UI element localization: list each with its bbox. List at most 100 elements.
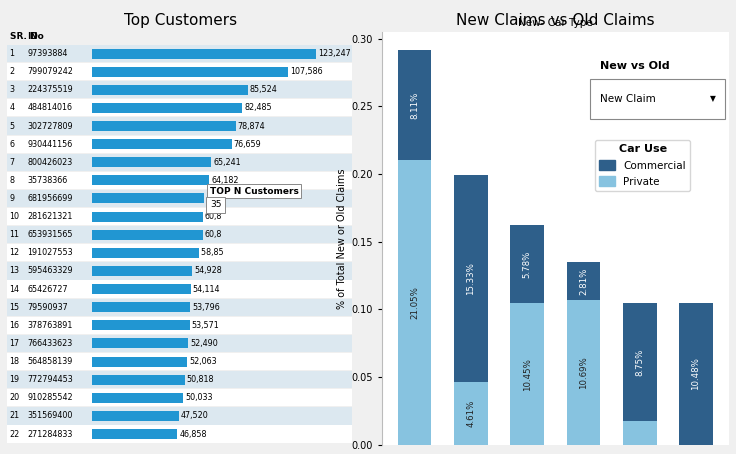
Bar (5, 407, 352, 424)
Text: 3: 3 (10, 85, 15, 94)
Bar (510, 303, 544, 445)
Text: 52,063: 52,063 (189, 357, 216, 366)
Text: New vs Old: New vs Old (601, 61, 670, 71)
Text: 60,8: 60,8 (205, 212, 222, 221)
Text: 53,571: 53,571 (192, 321, 219, 330)
Text: 378763891: 378763891 (27, 321, 73, 330)
Text: 15: 15 (10, 303, 20, 312)
Text: 97393884: 97393884 (27, 49, 68, 58)
Bar (567, 262, 601, 300)
Bar (93, 212, 202, 222)
Bar (93, 193, 204, 203)
Bar (5, 153, 352, 171)
Text: 281621321: 281621321 (27, 212, 73, 221)
Bar (5, 425, 352, 443)
Bar (5, 353, 352, 370)
Text: 191027553: 191027553 (27, 248, 73, 257)
Text: 8: 8 (10, 176, 15, 185)
Text: 76,659: 76,659 (234, 140, 261, 148)
Text: TOP N Customers: TOP N Customers (210, 187, 299, 196)
Text: 20: 20 (10, 393, 20, 402)
Bar (454, 175, 488, 382)
Bar (93, 248, 199, 258)
Bar (93, 393, 183, 403)
Bar (623, 421, 657, 445)
Text: 8.11%: 8.11% (410, 91, 419, 118)
Text: 60,8: 60,8 (205, 230, 222, 239)
Bar (5, 190, 352, 207)
Text: SR. No: SR. No (10, 32, 43, 41)
Text: New- Car Type: New- Car Type (518, 18, 592, 28)
Bar (93, 67, 288, 77)
Bar (5, 208, 352, 225)
Text: 78,874: 78,874 (238, 122, 266, 130)
Text: 4.61%: 4.61% (467, 400, 475, 427)
Text: 21.05%: 21.05% (410, 286, 419, 319)
Text: 35738366: 35738366 (27, 176, 68, 185)
Text: 13: 13 (10, 266, 20, 276)
Text: ▼: ▼ (710, 94, 716, 103)
Bar (5, 299, 352, 316)
Text: 2: 2 (10, 67, 15, 76)
Bar (93, 302, 190, 312)
Bar (93, 157, 210, 167)
Bar (397, 160, 431, 445)
Bar (93, 49, 316, 59)
Legend: Commercial, Private: Commercial, Private (595, 140, 690, 191)
Text: 681956699: 681956699 (27, 194, 73, 203)
Text: 46,858: 46,858 (180, 429, 207, 439)
Bar (5, 226, 352, 243)
Text: 15.33%: 15.33% (467, 262, 475, 295)
Title: Top Customers: Top Customers (124, 13, 237, 28)
Text: 5: 5 (10, 122, 15, 130)
Bar (93, 375, 185, 385)
Text: 54,928: 54,928 (194, 266, 222, 276)
Bar (93, 284, 191, 294)
Bar (93, 266, 192, 276)
Text: 351569400: 351569400 (27, 411, 73, 420)
Bar (5, 63, 352, 80)
Text: 10.69%: 10.69% (579, 356, 588, 389)
Bar (454, 382, 488, 445)
Bar (5, 371, 352, 388)
Bar (5, 172, 352, 189)
Text: 50,033: 50,033 (185, 393, 213, 402)
Text: 271284833: 271284833 (27, 429, 73, 439)
Text: 65426727: 65426727 (27, 285, 68, 294)
Text: 53,796: 53,796 (192, 303, 220, 312)
Text: 8.75%: 8.75% (635, 348, 644, 375)
Text: ID: ID (27, 32, 38, 41)
Text: 107,586: 107,586 (290, 67, 322, 76)
Bar (623, 303, 657, 421)
Text: 6: 6 (10, 140, 15, 148)
Text: 123,247: 123,247 (319, 49, 351, 58)
Bar (5, 45, 352, 62)
Text: 16: 16 (10, 321, 20, 330)
Text: 12: 12 (10, 248, 20, 257)
Text: 2.81%: 2.81% (579, 267, 588, 295)
Bar (93, 338, 188, 349)
FancyBboxPatch shape (590, 79, 725, 118)
Bar (93, 121, 236, 131)
Text: 35: 35 (210, 200, 222, 209)
Bar (93, 103, 242, 113)
Text: 766433623: 766433623 (27, 339, 73, 348)
Bar (93, 429, 177, 439)
Bar (93, 411, 179, 421)
Text: 21: 21 (10, 411, 20, 420)
Bar (93, 175, 209, 185)
Bar (93, 139, 232, 149)
Text: 52,490: 52,490 (190, 339, 218, 348)
Text: 7: 7 (10, 158, 15, 167)
Text: 5.78%: 5.78% (523, 251, 531, 278)
Text: 653931565: 653931565 (27, 230, 73, 239)
Y-axis label: % of Total New or Old Claims: % of Total New or Old Claims (337, 168, 347, 309)
Text: 800426023: 800426023 (27, 158, 73, 167)
Text: 302727809: 302727809 (27, 122, 73, 130)
Text: 61,6: 61,6 (206, 194, 224, 203)
Text: 47,520: 47,520 (181, 411, 208, 420)
Text: 595463329: 595463329 (27, 266, 73, 276)
Text: 14: 14 (10, 285, 20, 294)
Text: 11: 11 (10, 230, 20, 239)
Text: 10.48%: 10.48% (692, 357, 701, 390)
